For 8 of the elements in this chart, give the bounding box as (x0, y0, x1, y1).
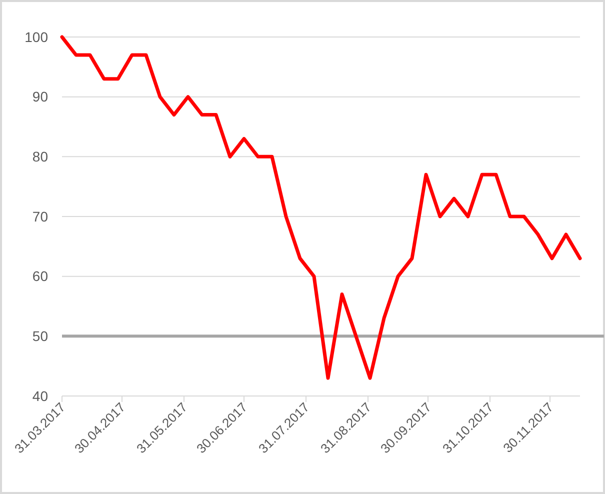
y-tick-label: 90 (32, 88, 48, 105)
y-tick-label: 50 (32, 328, 48, 344)
line-series (60, 35, 582, 380)
y-tick-label: 60 (32, 268, 48, 284)
y-tick-label: 40 (32, 388, 48, 404)
y-tick-label: 100 (24, 28, 48, 45)
y-tick-label: 80 (32, 148, 48, 165)
y-tick-label: 70 (32, 208, 48, 224)
